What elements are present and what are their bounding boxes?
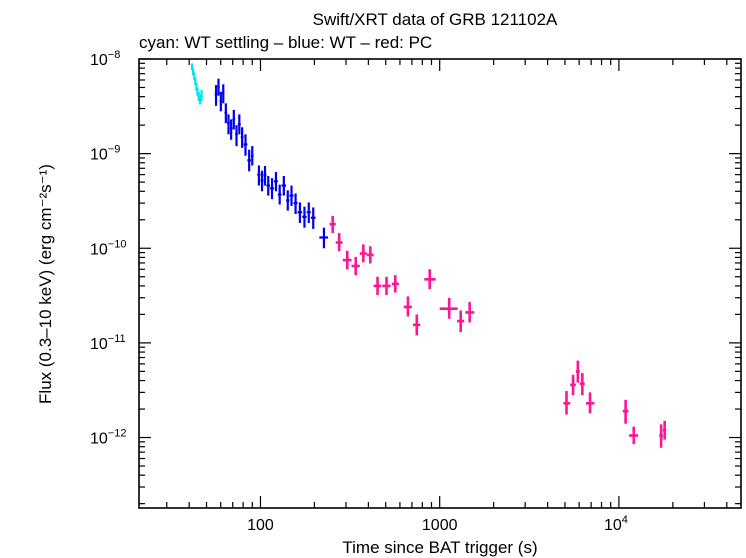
data-point bbox=[227, 114, 230, 135]
data-point bbox=[629, 426, 639, 445]
data-point bbox=[310, 207, 316, 229]
data-point bbox=[585, 392, 595, 414]
data-point bbox=[297, 202, 303, 223]
data-point bbox=[335, 232, 343, 252]
data-point bbox=[662, 420, 667, 440]
data-point bbox=[319, 227, 328, 249]
chart-subtitle: cyan: WT settling – blue: WT – red: PC bbox=[139, 33, 432, 52]
data-point bbox=[289, 185, 294, 206]
data-point bbox=[269, 178, 275, 200]
data-point bbox=[286, 190, 290, 211]
data-point bbox=[232, 109, 236, 130]
series-wt-settling bbox=[190, 63, 203, 105]
data-point bbox=[217, 78, 220, 96]
data-point bbox=[359, 244, 367, 263]
data-point bbox=[266, 176, 270, 196]
data-point bbox=[293, 193, 298, 215]
data-point bbox=[247, 149, 251, 172]
data-point bbox=[214, 85, 218, 106]
y-tick-label: 10−10 bbox=[90, 238, 126, 258]
x-axis-ticks: 100 1000 104 bbox=[166, 59, 728, 534]
data-point bbox=[190, 63, 194, 71]
data-point bbox=[277, 184, 282, 205]
data-point bbox=[274, 171, 278, 192]
data-point bbox=[329, 215, 336, 233]
y-tick-label: 10−8 bbox=[90, 49, 120, 69]
x-tick-label: 104 bbox=[604, 514, 628, 534]
data-point bbox=[373, 276, 382, 296]
y-axis-label: Flux (0.3–10 keV) (erg cm⁻²s⁻¹) bbox=[36, 164, 55, 404]
chart-title: Swift/XRT data of GRB 121102A bbox=[313, 10, 558, 29]
data-point bbox=[391, 275, 399, 293]
data-point bbox=[570, 374, 576, 396]
data-series bbox=[190, 63, 667, 448]
data-point bbox=[382, 276, 391, 296]
x-tick-label: 1000 bbox=[422, 517, 458, 534]
data-point bbox=[200, 90, 203, 101]
data-point bbox=[243, 134, 248, 156]
data-point bbox=[229, 119, 233, 140]
data-point bbox=[403, 296, 412, 317]
data-point bbox=[221, 84, 225, 104]
data-point bbox=[457, 310, 465, 333]
data-point bbox=[366, 246, 374, 264]
data-point bbox=[257, 165, 261, 186]
data-point bbox=[240, 127, 244, 148]
data-point bbox=[424, 269, 436, 290]
data-point bbox=[563, 391, 571, 415]
data-point bbox=[263, 166, 267, 186]
data-point bbox=[235, 125, 238, 147]
data-point bbox=[413, 314, 421, 336]
data-point bbox=[302, 206, 307, 228]
y-tick-label: 10−9 bbox=[90, 144, 120, 164]
data-point bbox=[439, 297, 458, 319]
x-tick-label: 100 bbox=[247, 517, 274, 534]
series-wt bbox=[214, 78, 328, 249]
data-point bbox=[192, 68, 195, 76]
data-point bbox=[250, 146, 254, 166]
x-axis-label: Time since BAT trigger (s) bbox=[342, 538, 537, 557]
data-point bbox=[281, 176, 287, 196]
y-tick-label: 10−12 bbox=[90, 428, 126, 448]
data-point bbox=[224, 103, 228, 124]
y-tick-label: 10−11 bbox=[90, 333, 126, 353]
series-pc bbox=[329, 215, 667, 448]
data-point bbox=[219, 91, 222, 112]
data-point bbox=[575, 360, 580, 383]
data-point bbox=[237, 114, 241, 135]
data-point bbox=[342, 250, 352, 270]
data-point bbox=[465, 302, 475, 323]
y-axis-ticks: 10−12 10−11 10−10 10−9 10−8 bbox=[90, 49, 741, 505]
data-point bbox=[351, 256, 360, 276]
data-point bbox=[659, 424, 663, 448]
data-point bbox=[306, 202, 311, 223]
data-point bbox=[622, 399, 629, 424]
data-point bbox=[260, 170, 264, 192]
data-point bbox=[579, 373, 585, 396]
